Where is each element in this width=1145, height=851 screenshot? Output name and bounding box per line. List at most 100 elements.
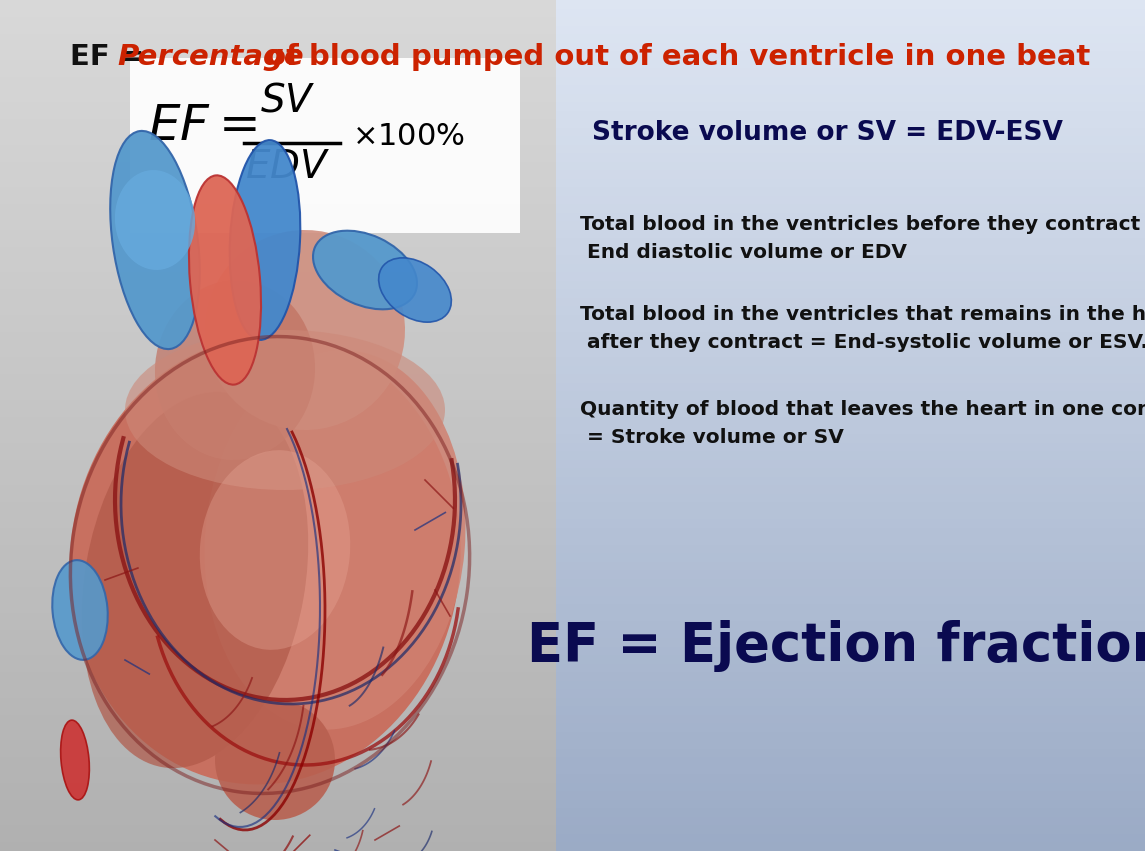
Ellipse shape bbox=[125, 330, 445, 490]
Polygon shape bbox=[0, 638, 556, 647]
Polygon shape bbox=[556, 502, 1145, 511]
Polygon shape bbox=[556, 374, 1145, 383]
Ellipse shape bbox=[53, 560, 108, 660]
Polygon shape bbox=[556, 408, 1145, 417]
Polygon shape bbox=[0, 306, 556, 315]
Polygon shape bbox=[0, 494, 556, 502]
Polygon shape bbox=[0, 400, 556, 408]
Polygon shape bbox=[0, 136, 556, 145]
Polygon shape bbox=[556, 0, 1145, 9]
Polygon shape bbox=[556, 417, 1145, 426]
Polygon shape bbox=[0, 740, 556, 749]
Polygon shape bbox=[0, 230, 556, 238]
Polygon shape bbox=[556, 136, 1145, 145]
Polygon shape bbox=[556, 579, 1145, 587]
Polygon shape bbox=[556, 681, 1145, 689]
Polygon shape bbox=[0, 460, 556, 468]
Polygon shape bbox=[556, 221, 1145, 230]
Polygon shape bbox=[556, 391, 1145, 400]
Polygon shape bbox=[0, 426, 556, 434]
Polygon shape bbox=[556, 528, 1145, 536]
Polygon shape bbox=[0, 366, 556, 374]
Polygon shape bbox=[556, 230, 1145, 238]
Ellipse shape bbox=[189, 175, 261, 385]
Polygon shape bbox=[556, 613, 1145, 621]
Polygon shape bbox=[0, 723, 556, 732]
Ellipse shape bbox=[155, 280, 315, 460]
Polygon shape bbox=[556, 740, 1145, 749]
FancyBboxPatch shape bbox=[131, 58, 520, 233]
Polygon shape bbox=[0, 213, 556, 221]
Polygon shape bbox=[0, 647, 556, 655]
Polygon shape bbox=[0, 604, 556, 613]
Polygon shape bbox=[556, 357, 1145, 366]
Polygon shape bbox=[0, 766, 556, 774]
Polygon shape bbox=[0, 613, 556, 621]
Polygon shape bbox=[0, 808, 556, 817]
Polygon shape bbox=[556, 757, 1145, 766]
Text: End diastolic volume or EDV: End diastolic volume or EDV bbox=[581, 243, 907, 262]
Polygon shape bbox=[556, 272, 1145, 281]
Polygon shape bbox=[0, 774, 556, 783]
Polygon shape bbox=[0, 153, 556, 162]
Polygon shape bbox=[0, 315, 556, 323]
Ellipse shape bbox=[215, 700, 335, 820]
Polygon shape bbox=[556, 323, 1145, 332]
Polygon shape bbox=[556, 825, 1145, 834]
Polygon shape bbox=[556, 349, 1145, 357]
Polygon shape bbox=[556, 162, 1145, 170]
Polygon shape bbox=[556, 698, 1145, 706]
Polygon shape bbox=[556, 519, 1145, 528]
Polygon shape bbox=[556, 366, 1145, 374]
Polygon shape bbox=[556, 783, 1145, 791]
Polygon shape bbox=[0, 545, 556, 553]
Polygon shape bbox=[0, 221, 556, 230]
Polygon shape bbox=[0, 562, 556, 570]
Polygon shape bbox=[0, 340, 556, 349]
Polygon shape bbox=[0, 0, 556, 9]
Polygon shape bbox=[0, 842, 556, 851]
Polygon shape bbox=[0, 119, 556, 128]
Polygon shape bbox=[0, 417, 556, 426]
Polygon shape bbox=[0, 179, 556, 187]
Polygon shape bbox=[556, 264, 1145, 272]
Polygon shape bbox=[556, 255, 1145, 264]
Polygon shape bbox=[556, 383, 1145, 391]
Polygon shape bbox=[0, 332, 556, 340]
Polygon shape bbox=[0, 579, 556, 587]
Text: Total blood in the ventricles that remains in the heart: Total blood in the ventricles that remai… bbox=[581, 305, 1145, 324]
Polygon shape bbox=[556, 647, 1145, 655]
Polygon shape bbox=[0, 17, 556, 26]
Polygon shape bbox=[0, 272, 556, 281]
Polygon shape bbox=[556, 68, 1145, 77]
Polygon shape bbox=[0, 51, 556, 60]
Ellipse shape bbox=[313, 231, 417, 309]
Polygon shape bbox=[556, 306, 1145, 315]
Polygon shape bbox=[0, 111, 556, 119]
Polygon shape bbox=[0, 749, 556, 757]
Polygon shape bbox=[0, 706, 556, 715]
Polygon shape bbox=[556, 204, 1145, 213]
Ellipse shape bbox=[205, 230, 405, 430]
Polygon shape bbox=[556, 170, 1145, 179]
Polygon shape bbox=[556, 187, 1145, 196]
Polygon shape bbox=[0, 34, 556, 43]
Polygon shape bbox=[0, 689, 556, 698]
Polygon shape bbox=[0, 298, 556, 306]
Polygon shape bbox=[0, 289, 556, 298]
Polygon shape bbox=[0, 77, 556, 85]
Polygon shape bbox=[556, 477, 1145, 485]
Polygon shape bbox=[556, 536, 1145, 545]
Polygon shape bbox=[0, 757, 556, 766]
Polygon shape bbox=[556, 749, 1145, 757]
Polygon shape bbox=[0, 698, 556, 706]
Polygon shape bbox=[0, 834, 556, 842]
Polygon shape bbox=[556, 494, 1145, 502]
Polygon shape bbox=[556, 77, 1145, 85]
Polygon shape bbox=[0, 477, 556, 485]
Polygon shape bbox=[0, 681, 556, 689]
Polygon shape bbox=[556, 451, 1145, 460]
Polygon shape bbox=[556, 570, 1145, 579]
Polygon shape bbox=[556, 630, 1145, 638]
Polygon shape bbox=[0, 783, 556, 791]
